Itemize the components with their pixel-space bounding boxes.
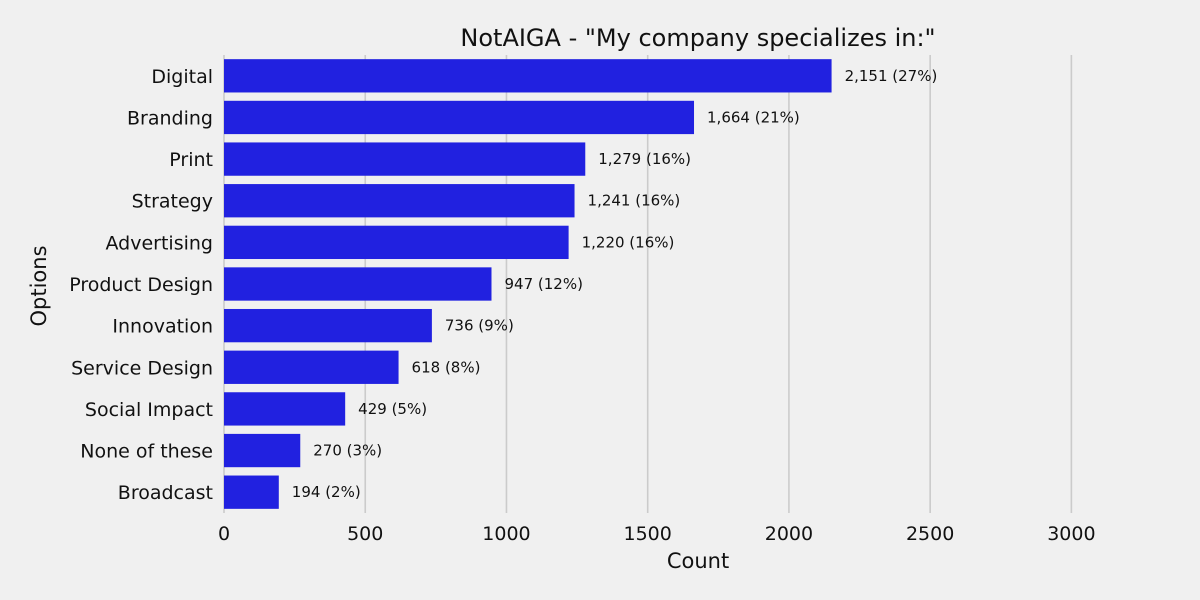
category-label: Social Impact	[85, 399, 213, 421]
data-label: 2,151 (27%)	[845, 67, 938, 85]
data-label: 736 (9%)	[445, 317, 514, 335]
bar	[224, 184, 575, 218]
category-label: Product Design	[69, 274, 213, 296]
bar	[224, 308, 432, 343]
category-label: Advertising	[106, 232, 213, 254]
y-axis-label: Options	[27, 245, 51, 326]
x-axis-label: Count	[667, 549, 729, 573]
category-label: Branding	[127, 107, 213, 129]
data-label: 947 (12%)	[504, 275, 582, 293]
data-label: 194 (2%)	[292, 483, 361, 501]
bar	[224, 433, 301, 468]
x-tick-labels: 0 500 1000 1500 2000 2500 3000	[218, 523, 1096, 545]
bar	[224, 100, 695, 135]
bar	[224, 475, 279, 509]
bar	[224, 142, 586, 176]
data-labels: 2,151 (27%) 1,664 (21%) 1,279 (16%) 1,241 (…	[292, 67, 938, 501]
category-labels: Digital Branding Print Strategy Advertising P…	[69, 66, 213, 504]
bar	[224, 267, 492, 301]
category-label: Service Design	[71, 357, 213, 379]
bar	[224, 225, 569, 260]
x-tick-label: 3000	[1047, 523, 1095, 545]
data-label: 618 (8%)	[412, 358, 481, 376]
chart-title: NotAIGA - "My company specializes in:"	[460, 24, 935, 52]
bar	[224, 59, 832, 93]
x-tick-label: 0	[218, 523, 230, 545]
data-label: 1,220 (16%)	[582, 233, 675, 251]
data-label: 1,279 (16%)	[598, 150, 691, 168]
category-label: None of these	[80, 441, 213, 463]
data-label: 1,241 (16%)	[588, 192, 681, 210]
data-label: 1,664 (21%)	[707, 108, 800, 126]
x-tick-label: 2000	[765, 523, 813, 545]
x-tick-label: 2500	[906, 523, 954, 545]
bars	[224, 59, 832, 509]
category-label: Broadcast	[118, 482, 213, 504]
category-label: Innovation	[112, 316, 213, 338]
bar	[224, 350, 399, 384]
data-label: 429 (5%)	[358, 400, 427, 418]
category-label: Strategy	[132, 191, 213, 213]
category-label: Digital	[151, 66, 213, 88]
bar	[224, 392, 346, 426]
x-tick-label: 500	[347, 523, 383, 545]
category-label: Print	[169, 149, 213, 171]
x-tick-label: 1000	[482, 523, 530, 545]
x-tick-label: 1500	[624, 523, 672, 545]
data-label: 270 (3%)	[313, 442, 382, 460]
